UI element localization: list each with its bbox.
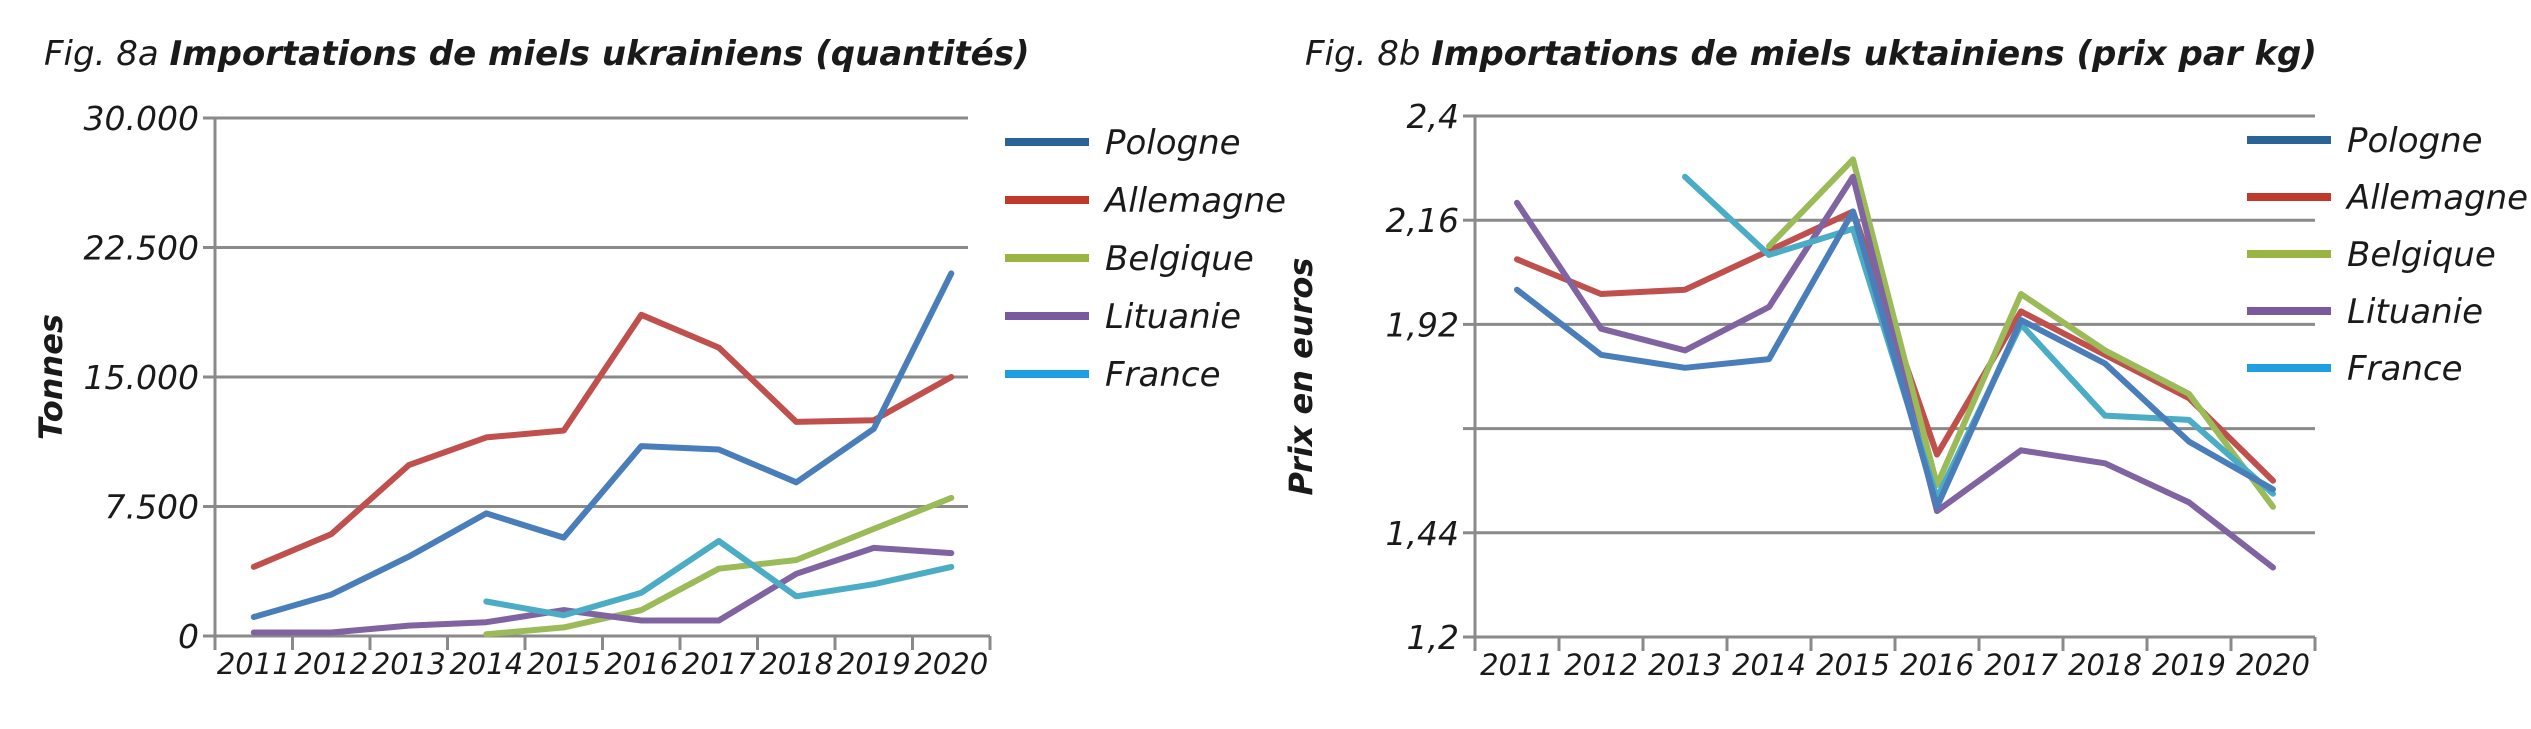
chart-title: Fig. 8a Importations de miels ukrainiens… [44, 34, 1029, 74]
x-tick-label: 2013 [372, 647, 446, 681]
x-tick-label: 2017 [1984, 648, 2058, 682]
line-chart-prices: 1,2 1,44 1,92 2,16 2,4 2011 2012 2013 2014 2015 20… [1282, 97, 2528, 682]
series-line-lituanie [250, 544, 955, 636]
x-tick-label: 2020 [914, 647, 988, 681]
x-tick-label: 2016 [1900, 648, 1974, 682]
legend-label: Pologne [2347, 121, 2483, 161]
y-axis-title: Tonnes [32, 314, 70, 440]
y-tick-label: 1,2 [1407, 618, 1459, 657]
y-tick-label: 15.000 [84, 358, 199, 397]
series-line-france [483, 538, 955, 619]
x-tick-label: 2011 [1480, 648, 1554, 682]
chart-panel-quantities: Fig. 8a Importations de miels ukrainiens… [0, 0, 1286, 729]
series-line-pologne [250, 270, 955, 620]
x-tick-label: 2015 [1816, 648, 1890, 682]
y-tick-label: 0 [178, 617, 199, 656]
legend-label: France [2347, 349, 2463, 389]
x-tick-label: 2017 [682, 647, 756, 681]
legend-label: Lituanie [2347, 292, 2483, 332]
x-tick-label: 2015 [527, 647, 601, 681]
series-line-france [1682, 173, 2276, 502]
x-tick-label: 2014 [449, 647, 523, 681]
x-tick-label: 2019 [2152, 648, 2226, 682]
x-tick-label: 2012 [1564, 648, 1638, 682]
y-axis-title: Prix en euros [1282, 258, 1320, 496]
series-line-belgique [483, 494, 955, 638]
y-tick-label: 2,16 [1386, 201, 1459, 240]
legend-label: Allemagne [2345, 178, 2528, 218]
x-tick-label: 2016 [604, 647, 678, 681]
x-tick-label: 2012 [294, 647, 368, 681]
x-tick-label: 2018 [759, 647, 833, 681]
figure-number: Fig. 8a [44, 34, 159, 74]
x-tick-label: 2020 [2236, 648, 2310, 682]
x-tick-label: 2014 [1732, 648, 1806, 682]
series-line-belgique [1766, 156, 2276, 510]
legend-label: Belgique [1105, 239, 1254, 279]
legend-label: Pologne [1105, 123, 1241, 163]
series-line-allemagne [250, 311, 955, 570]
legend-label: Allemagne [1103, 181, 1286, 221]
figure-number: Fig. 8b [1305, 34, 1421, 74]
y-tick-label: 30.000 [84, 99, 199, 138]
y-tick-label: 22.500 [84, 229, 199, 268]
y-tick-label: 2,4 [1407, 97, 1459, 136]
x-tick-label: 2011 [217, 647, 291, 681]
x-tick-label: 2018 [2068, 648, 2142, 682]
y-tick-label: 1,44 [1386, 514, 1459, 553]
series-line-lituanie [1514, 173, 2276, 571]
line-chart-quantities: 0 7.500 15.000 22.500 30.000 2011 2012 2013 2014… [32, 99, 1286, 681]
x-tick-label: 2019 [837, 647, 911, 681]
y-tick-label: 7.500 [105, 488, 199, 527]
figure-title-text: Importations de miels uktainiens (prix p… [1431, 34, 2317, 74]
legend-label: France [1105, 355, 1221, 395]
chart-panel-prices: Fig. 8b Importations de miels uktainiens… [1265, 0, 2530, 729]
legend-label: Lituanie [1105, 297, 1241, 337]
figure-title-text: Importations de miels ukrainiens (quanti… [169, 34, 1030, 74]
legend-label: Belgique [2347, 235, 2496, 275]
y-tick-label: 1,92 [1386, 305, 1459, 344]
series-line-pologne [1514, 208, 2276, 510]
x-tick-label: 2013 [1648, 648, 1722, 682]
chart-title: Fig. 8b Importations de miels uktainiens… [1305, 34, 2317, 74]
